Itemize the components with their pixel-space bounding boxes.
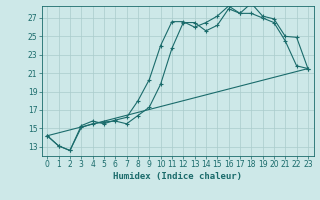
X-axis label: Humidex (Indice chaleur): Humidex (Indice chaleur): [113, 172, 242, 181]
